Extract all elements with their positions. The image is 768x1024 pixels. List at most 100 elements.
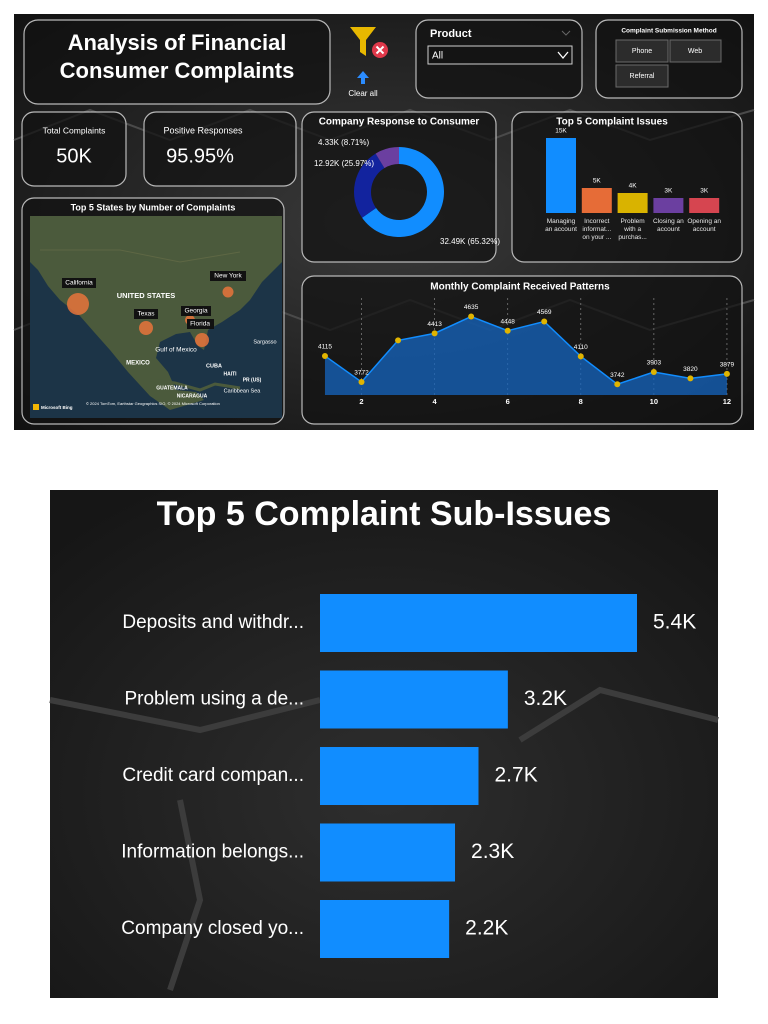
donut-segment (375, 147, 399, 169)
chart-title: Monthly Complaint Received Patterns (430, 282, 610, 293)
data-label: 2.3K (471, 840, 514, 863)
data-label: 3903 (647, 360, 662, 367)
y-tick-label: Problem using a de... (124, 689, 304, 710)
point (650, 369, 657, 376)
method-button[interactable]: Referral (615, 64, 669, 88)
point (541, 318, 548, 325)
slicer-label: Product (430, 28, 472, 40)
kpi-panel (21, 111, 127, 187)
place-label: UNITED STATES (117, 291, 175, 300)
x-tick-label: 12 (723, 397, 731, 406)
data-label: 2.7K (495, 764, 538, 787)
bar (581, 188, 612, 213)
bar (689, 198, 720, 213)
title-line: Consumer Complaints (60, 58, 295, 83)
map-places: UNITED STATES MEXICO Gulf of Mexico CUBA… (117, 291, 277, 399)
place-label: GUATEMALA (156, 385, 188, 391)
bar (320, 747, 479, 805)
donut-segment (362, 147, 445, 237)
data-label: 4635 (464, 304, 479, 311)
panel-texture (49, 686, 719, 991)
bar (653, 198, 684, 213)
map-marker[interactable] (139, 321, 153, 335)
data-label: 4.33K (8.71%) (318, 138, 369, 147)
data-label: 4115 (318, 344, 332, 351)
data-label: 5K (593, 178, 602, 185)
x-tick-label: 8 (579, 397, 583, 406)
x-tick-label: 4 (433, 397, 438, 406)
point (358, 378, 365, 385)
label-box (181, 306, 211, 316)
point (614, 381, 621, 388)
kpi-value: 50K (56, 145, 92, 167)
place-label: MEXICO (126, 361, 150, 367)
data-label: 32.49K (65.32%) (440, 237, 500, 246)
method-button[interactable]: Phone (615, 39, 669, 63)
place-label: NICARAGUA (177, 393, 208, 399)
bar (320, 823, 456, 882)
map-marker[interactable] (222, 286, 234, 298)
dropdown-value: All (432, 51, 443, 62)
data-label: 3K (700, 188, 709, 195)
y-tick-label: Deposits and withdr... (122, 612, 304, 633)
x-tick-label: Incorrect informat... on your ... (582, 218, 612, 241)
marker-label: Texas (138, 311, 156, 318)
method-button[interactable]: Web (669, 39, 722, 63)
kpi-label: Total Complaints (43, 125, 106, 135)
clear-x (375, 45, 385, 55)
button-box (615, 39, 669, 63)
bar (546, 138, 576, 213)
x-tick-label: 6 (506, 397, 510, 406)
data-label: 4413 (427, 321, 442, 328)
x-tick-label: Problem with a purchas... (618, 218, 647, 241)
kpi-label: Positive Responses (163, 125, 243, 135)
kpi-panel (143, 111, 297, 187)
donut-panel (301, 111, 497, 263)
product-dropdown[interactable]: All (427, 45, 573, 65)
place-label: Gulf of Mexico (155, 347, 197, 354)
map-markers (67, 286, 234, 347)
label-box (62, 278, 96, 288)
point (723, 370, 730, 377)
y-tick-label: Information belongs... (121, 842, 304, 863)
data-label: 4448 (500, 318, 515, 325)
title-line: Analysis of Financial (68, 30, 287, 55)
map-marker[interactable] (67, 293, 89, 315)
data-label: 2.2K (465, 917, 508, 940)
point (321, 352, 328, 359)
dropdown-box (427, 45, 573, 65)
button-box (669, 39, 722, 63)
x-tick-label: Managing an account (545, 218, 577, 233)
button-box (615, 64, 669, 88)
funnel-icon (350, 27, 376, 56)
map-marker[interactable] (195, 333, 209, 347)
data-label: 4569 (537, 309, 552, 316)
map-islands (149, 378, 241, 392)
data-label: 3820 (683, 366, 698, 373)
map-attribution: © 2024 TomTom, Earthstar Geographics SIO… (86, 401, 220, 406)
data-label: 4K (629, 183, 638, 190)
donut-segment (353, 153, 385, 218)
bar (617, 193, 648, 213)
bar (320, 594, 637, 652)
place-label: Sargasso (253, 339, 276, 345)
clear-arrow (357, 71, 369, 84)
clear-filters[interactable]: Clear all (348, 27, 388, 98)
point (687, 375, 694, 382)
label-box (187, 319, 214, 329)
place-label: PR (US) (243, 377, 262, 383)
bar (320, 900, 450, 958)
map-logo: Microsoft Bing (41, 405, 73, 410)
slicer-label: Complaint Submission Method (621, 28, 716, 35)
point (431, 330, 438, 337)
data-label: 3879 (720, 362, 735, 369)
data-label: 12.92K (25.97%) (314, 159, 374, 168)
clear-label: Clear all (348, 89, 378, 98)
dropdown-chevron (557, 51, 569, 60)
x-tick-label: Opening an account (687, 218, 721, 233)
chart-title: Top 5 Complaint Issues (556, 117, 668, 128)
y-tick-label: Company closed yo... (121, 918, 304, 939)
y-tick-label: Credit card compan... (122, 765, 304, 786)
button-label: Web (688, 48, 702, 55)
